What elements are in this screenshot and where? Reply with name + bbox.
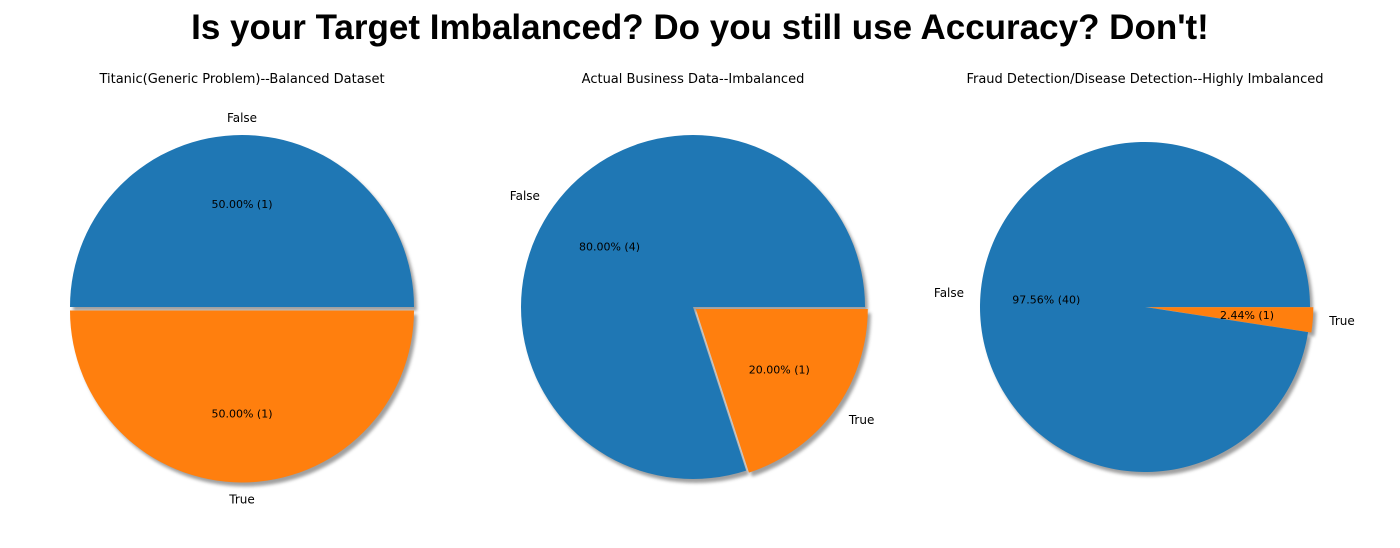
pie-slice-false-1	[70, 135, 414, 307]
pie-chart-2: Actual Business Data--Imbalanced False T…	[510, 72, 875, 483]
pie-slice-true-1	[70, 310, 414, 483]
slice-label-false-2: False	[510, 189, 540, 203]
slice-percent-true-2: 20.00% (1)	[749, 364, 810, 377]
pie-slice-false-2	[521, 134, 865, 480]
slice-label-false-1: False	[227, 111, 257, 125]
slice-percent-true-1: 50.00% (1)	[211, 408, 272, 421]
slice-percent-false-1: 50.00% (1)	[211, 198, 272, 211]
slice-label-true-1: True	[228, 493, 255, 507]
pie-slice-true-3	[1148, 307, 1314, 333]
pie-chart-1: Titanic(Generic Problem)--Balanced Datas…	[70, 72, 417, 507]
pie-slice-false-3	[979, 142, 1310, 473]
chart-title-1: Titanic(Generic Problem)--Balanced Datas…	[98, 72, 384, 87]
slice-label-true-3: True	[1328, 314, 1355, 328]
slice-percent-false-3: 97.56% (40)	[1012, 293, 1080, 306]
figure-title: Is your Target Imbalanced? Do you still …	[191, 8, 1209, 47]
slice-label-false-3: False	[934, 286, 964, 300]
chart-title-2: Actual Business Data--Imbalanced	[582, 72, 805, 87]
slice-label-true-2: True	[848, 413, 875, 427]
slice-percent-true-3: 2.44% (1)	[1220, 309, 1274, 322]
chart-title-3: Fraud Detection/Disease Detection--Highl…	[966, 72, 1323, 87]
pie-chart-3: Fraud Detection/Disease Detection--Highl…	[934, 72, 1355, 477]
slice-percent-false-2: 80.00% (4)	[579, 240, 640, 253]
pie-slice-true-2	[695, 309, 868, 473]
